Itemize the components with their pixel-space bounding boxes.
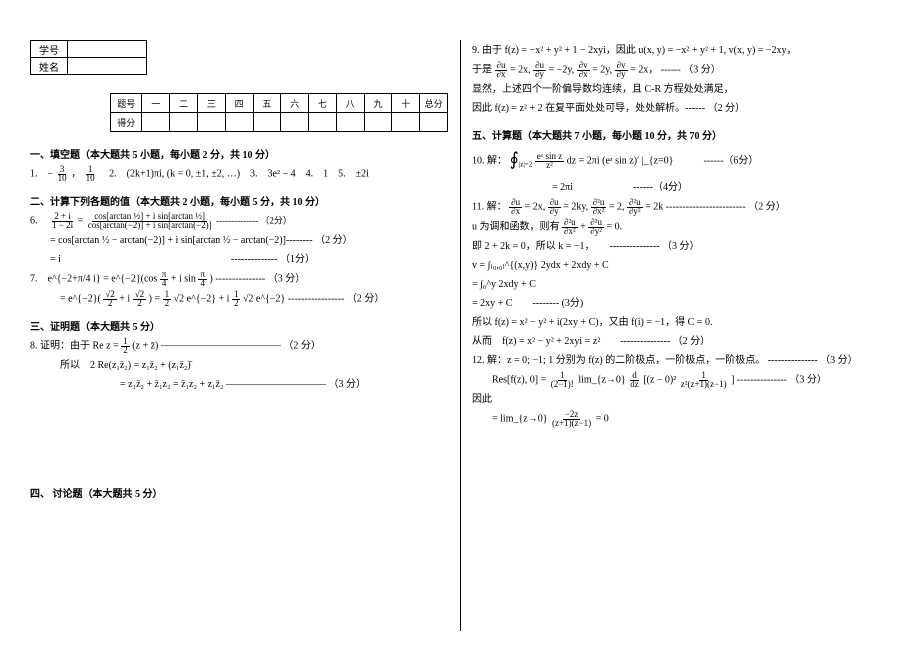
q12-line4: = lim_{z→0} −2z(z+1)(z−1) = 0 [472,410,890,428]
right-column: 9. 由于 f(z) = −x² + y² + 1 − 2xyi，因此 u(x,… [460,40,902,641]
col-7: 七 [309,94,337,113]
q9-line4: 因此 f(z) = z² + 2 在复平面处处可导，处处解析。------ （2… [472,100,890,117]
col-1: 一 [142,94,170,113]
col-3: 三 [198,94,226,113]
score-head: 题号 [111,94,142,113]
col-2: 二 [170,94,198,113]
q11-line3: 即 2 + 2k = 0，所以 k = −1， --------------- … [472,238,890,255]
col-9: 九 [364,94,392,113]
q11-line5: = ∫₀^y 2xdy + C [472,276,890,293]
q8-line1: 8. 证明：由于 Re z = 12 (z + z̄) ――――――――――――… [30,337,448,355]
section-4-title: 四、 讨论题（本大题共 5 分） [30,485,448,500]
q6-line3: = i -------------- （1分） [30,251,448,268]
q12-line1: 12. 解：z = 0; −1; 1 分别为 f(z) 的二阶极点，一阶极点，一… [472,352,890,369]
q11-line2: u 为调和函数，则有 ∂²u∂x² + ∂²u∂y² = 0. [472,218,890,236]
col-8: 八 [336,94,364,113]
student-info-table: 学号 姓名 [30,40,147,75]
q7-line1: 7. e^{−2+π/4 i} = e^{−2}(cos π4 + i sin … [30,270,448,288]
col-5: 五 [253,94,281,113]
col-total: 总分 [420,94,448,113]
q11-line6: = 2xy + C -------- (3分) [472,295,890,312]
col-6: 六 [281,94,309,113]
section-5-title: 五、计算题（本大题共 7 小题，每小题 10 分，共 70 分） [472,127,890,142]
q10-line2: = 2πi ------（4分） [472,179,890,196]
q6-line2: = cos[arctan ½ − arctan(−2)] + i sin[arc… [30,232,448,249]
label-id: 学号 [31,41,68,58]
q12-line2: Res[f(z), 0] = 1(2−1)! lim_{z→0} ddz [(z… [472,371,890,389]
q11-line7: 所以 f(z) = x² − y² + i(2xy + C)，又由 f(i) =… [472,314,890,331]
q11-line4: v = ∫₍₀,₀₎^{(x,y)} 2ydx + 2xdy + C [472,257,890,274]
q11-line1: 11. 解： ∂u∂x = 2x, ∂u∂y = 2ky, ∂²u∂x² = 2… [472,198,890,216]
q8-line3: = z₁z̄₂ + z̄₁z₂ = z̄₁z₂ + z₁z̄₂ ――――――――… [30,376,448,393]
q6-line1: 6. 2 + i1 − 2i = cos[arctan ½] + i sin[a… [30,212,448,230]
q9-line2: 于是 ∂u∂x = 2x, ∂u∂y = −2y, ∂v∂x = 2y, ∂v∂… [472,61,890,79]
q9-line3: 显然，上述四个一阶偏导数均连续，且 C-R 方程处处满足， [472,81,890,98]
q7-line2: = e^{−2}( √22 + i √22 ) = 12 √2 e^{−2} +… [30,290,448,308]
left-column: 学号 姓名 题号 一 二 三 四 五 六 七 八 九 十 总分 得分 [18,40,460,641]
label-name: 姓名 [31,58,68,75]
q12-line3: 因此 [472,391,890,408]
q1-line: 1. − 310 ， 110 2. (2k+1)πi, (k = 0, ±1, … [30,165,448,183]
score-table: 题号 一 二 三 四 五 六 七 八 九 十 总分 得分 [110,93,448,132]
q10-line1: 10. 解： ∮|z|=2 eᶻ sin zz² dz = 2πi (eᶻ si… [472,146,890,177]
score-row2: 得分 [111,113,142,132]
value-name [68,58,147,75]
q11-line8: 从而 f(z) = x² − y² + 2xyi = z² ----------… [472,333,890,350]
col-4: 四 [225,94,253,113]
contour-integral-icon: ∮ [510,144,519,175]
q8-line2: 所以 2 Re(z₁z̄₂) = z₁z̄₂ + (z₁z̄₂)̄ [30,357,448,374]
section-3-title: 三、证明题（本大题共 5 分） [30,318,448,333]
q9-line1: 9. 由于 f(z) = −x² + y² + 1 − 2xyi，因此 u(x,… [472,42,890,59]
section-1-title: 一、填空题（本大题共 5 小题，每小题 2 分，共 10 分） [30,146,448,161]
value-id [68,41,147,58]
section-2-title: 二、计算下列各题的值（本大题共 2 小题，每小题 5 分，共 10 分） [30,193,448,208]
col-10: 十 [392,94,420,113]
